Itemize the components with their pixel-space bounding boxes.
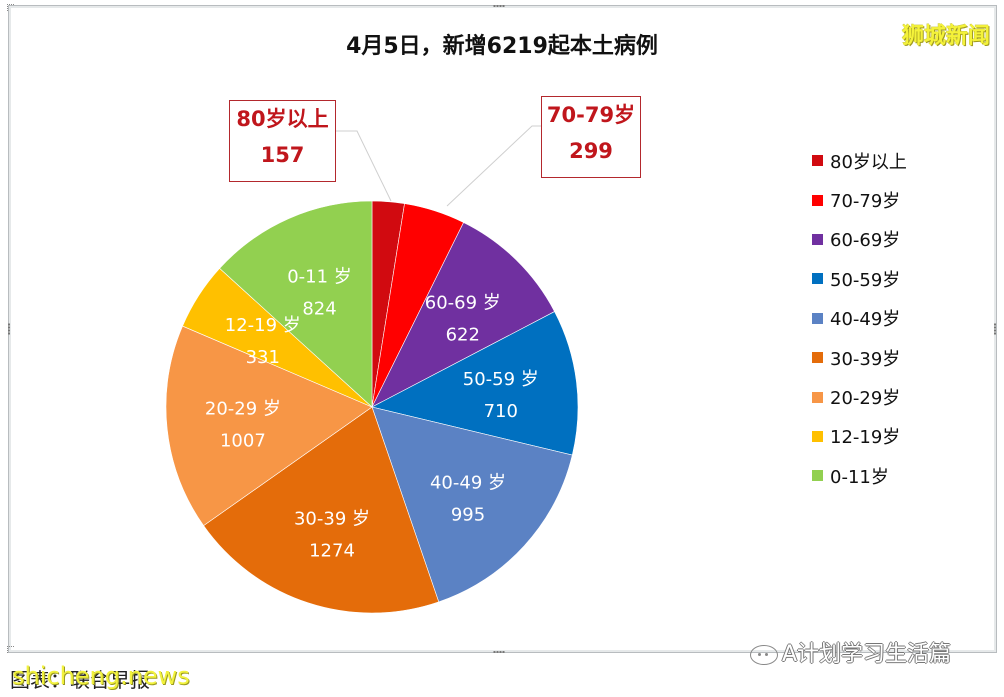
legend-swatch [812,470,823,482]
legend-item: 30-39岁 [812,338,907,377]
legend-item: 12-19岁 [812,417,907,456]
slice-label-category: 60-69 岁 [425,292,501,313]
legend-label: 60-69岁 [830,230,901,252]
slice-label-value: 331 [246,347,280,368]
legend-item: 50-59岁 [812,259,907,298]
legend-swatch [812,391,823,403]
slice-label-category: 30-39 岁 [294,508,370,529]
legend-swatch [812,273,823,285]
slice-label-category: 12-19 岁 [225,315,301,336]
legend-item: 80岁以上 [812,141,907,180]
chart-legend: 80岁以上 70-79岁 60-69岁 50-59岁 40-49岁 30-39岁… [812,141,907,496]
resize-handle-bottom-left[interactable] [7,646,14,653]
resize-handle-right[interactable] [993,323,997,335]
source-caption: 图表：联合早报 shicheng.news [10,662,190,693]
legend-swatch [812,352,823,364]
leader-line-80plus [336,130,392,202]
legend-item: 0-11岁 [812,456,907,495]
callout-80plus-value: 157 [260,143,305,167]
legend-label: 20-29岁 [830,388,901,410]
legend-item: 60-69岁 [812,220,907,259]
pie-slice-60-69岁 [371,222,555,408]
legend-item: 20-29岁 [812,377,907,416]
slice-label-value: 622 [446,324,480,345]
callout-70-79-value: 299 [569,139,613,163]
resize-handle-top-left[interactable] [7,4,14,11]
brand-watermark: 狮城新闻 [901,24,990,49]
wechat-icon [750,645,778,665]
slice-label-value: 995 [451,504,485,525]
source-watermark: shicheng.news [12,662,190,690]
legend-label: 70-79岁 [830,191,901,213]
legend-swatch [812,233,823,245]
legend-swatch [812,312,823,324]
legend-item: 40-49岁 [812,299,907,338]
pie-slice-0-11岁 [219,200,373,408]
resize-handle-left[interactable] [7,323,11,335]
legend-label: 0-11岁 [830,466,889,488]
resize-handle-bottom[interactable] [493,650,505,654]
resize-handle-top[interactable] [493,4,505,8]
pie-slices [165,200,579,614]
account-watermark: A计划学习生活篇 [750,636,951,668]
legend-label: 80岁以上 [830,151,907,173]
callout-leader-lines [336,125,542,207]
legend-swatch [812,155,823,167]
legend-swatch [812,194,823,206]
legend-label: 50-59岁 [830,269,901,291]
slice-label-value: 1274 [309,540,355,561]
legend-label: 30-39岁 [830,348,901,370]
callout-80plus-label: 80岁以上 [236,107,329,131]
pie-slice-20-29岁 [165,325,373,527]
slice-label-value: 824 [302,298,336,319]
slice-label-category: 0-11 岁 [287,266,352,287]
slice-label-category: 40-49 岁 [430,472,506,493]
legend-swatch [812,430,823,442]
legend-label: 40-49岁 [830,309,901,331]
legend-label: 12-19岁 [830,427,901,449]
slice-label-category: 50-59 岁 [463,369,539,390]
source-text: 图表：联合早报 [10,668,150,692]
legend-item: 70-79岁 [812,180,907,219]
slice-label-category: 20-29 岁 [205,399,281,420]
callout-80plus: 80岁以上 157 [229,100,336,182]
leader-line-70-79 [446,125,542,207]
slice-label-value: 1007 [220,431,266,452]
chart-title: 4月5日，新增6219起本土病例 [346,34,658,59]
slice-labels: 60-69 岁 622 50-59 岁 710 40-49 岁 995 30-39 岁 127… [205,266,539,561]
callout-70-79-label: 70-79岁 [546,103,636,127]
slice-label-value: 710 [484,401,518,422]
account-label: A计划学习生活篇 [782,642,952,667]
pie-slice-30-39岁 [203,406,440,614]
callout-70-79: 70-79岁 299 [541,96,641,178]
